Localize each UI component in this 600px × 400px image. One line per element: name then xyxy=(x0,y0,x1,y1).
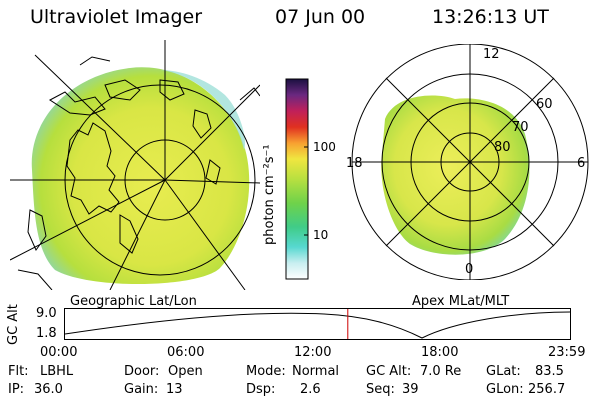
altitude-curve xyxy=(64,311,571,339)
glon-value: 256.7 xyxy=(528,382,566,397)
mlt-label-0: 0 xyxy=(465,262,474,277)
instrument-title: Ultraviolet Imager xyxy=(30,6,203,28)
flt-value: LBHL xyxy=(40,364,74,379)
ip-value: 36.0 xyxy=(34,382,63,397)
dsp-value: 2.6 xyxy=(300,382,321,397)
timeline-tick-1200: 12:00 xyxy=(294,345,332,360)
timeline-tick-0000: 00:00 xyxy=(40,345,78,360)
meridian-lines xyxy=(10,40,260,290)
gcalt-label: GC Alt: xyxy=(366,364,412,379)
mode-value: Normal xyxy=(292,364,340,379)
mlat-label-60: 60 xyxy=(536,97,553,112)
gain-label: Gain: xyxy=(124,382,159,397)
mlat-label-80: 80 xyxy=(494,140,511,155)
mlt-label-12: 12 xyxy=(483,47,500,62)
gcalt-value: 7.0 Re xyxy=(420,364,462,379)
dsp-label: Dsp: xyxy=(246,382,276,397)
polar-grid xyxy=(351,44,589,280)
timeline-tick-2359: 23:59 xyxy=(548,345,586,360)
colorbar-tick-100: 100 xyxy=(313,140,336,154)
glat-label: GLat: xyxy=(486,364,521,379)
aurora-image-geographic xyxy=(31,67,250,285)
timeline-tick-1800: 18:00 xyxy=(421,345,459,360)
timeline-y-high: 9.0 xyxy=(36,306,57,321)
timeline-ylabel: GC Alt xyxy=(6,304,21,345)
glon-label: GLon: xyxy=(486,382,524,397)
apex-panel-label: Apex MLat/MLT xyxy=(412,294,510,309)
timeline-y-low: 1.8 xyxy=(36,326,57,341)
time-label: 13:26:13 UT xyxy=(432,6,549,28)
mlat-label-70: 70 xyxy=(512,120,529,135)
colorbar-unit-label: photon cm⁻²s⁻¹ xyxy=(262,144,277,245)
date-label: 07 Jun 00 xyxy=(275,6,366,28)
door-label: Door: xyxy=(124,364,160,379)
apex-polar-plot xyxy=(351,44,589,280)
colorbar xyxy=(285,78,309,280)
colorbar-tick-10: 10 xyxy=(313,228,329,242)
mlt-label-18: 18 xyxy=(346,156,363,171)
mode-label: Mode: xyxy=(246,364,286,379)
mlt-label-6: 6 xyxy=(577,156,586,171)
altitude-timeline[interactable] xyxy=(64,308,572,342)
aurora-image-polar xyxy=(381,95,530,255)
flt-label: Flt: xyxy=(8,364,29,379)
glat-value: 83.5 xyxy=(535,364,564,379)
ip-label: IP: xyxy=(8,382,25,397)
coastlines xyxy=(17,56,260,290)
seq-value: 39 xyxy=(402,382,419,397)
geographic-panel-label: Geographic Lat/Lon xyxy=(70,294,197,309)
seq-label: Seq: xyxy=(366,382,395,397)
geographic-image-panel xyxy=(10,40,260,290)
timeline-tick-0600: 06:00 xyxy=(167,345,205,360)
gain-value: 13 xyxy=(166,382,183,397)
door-value: Open xyxy=(168,364,203,379)
